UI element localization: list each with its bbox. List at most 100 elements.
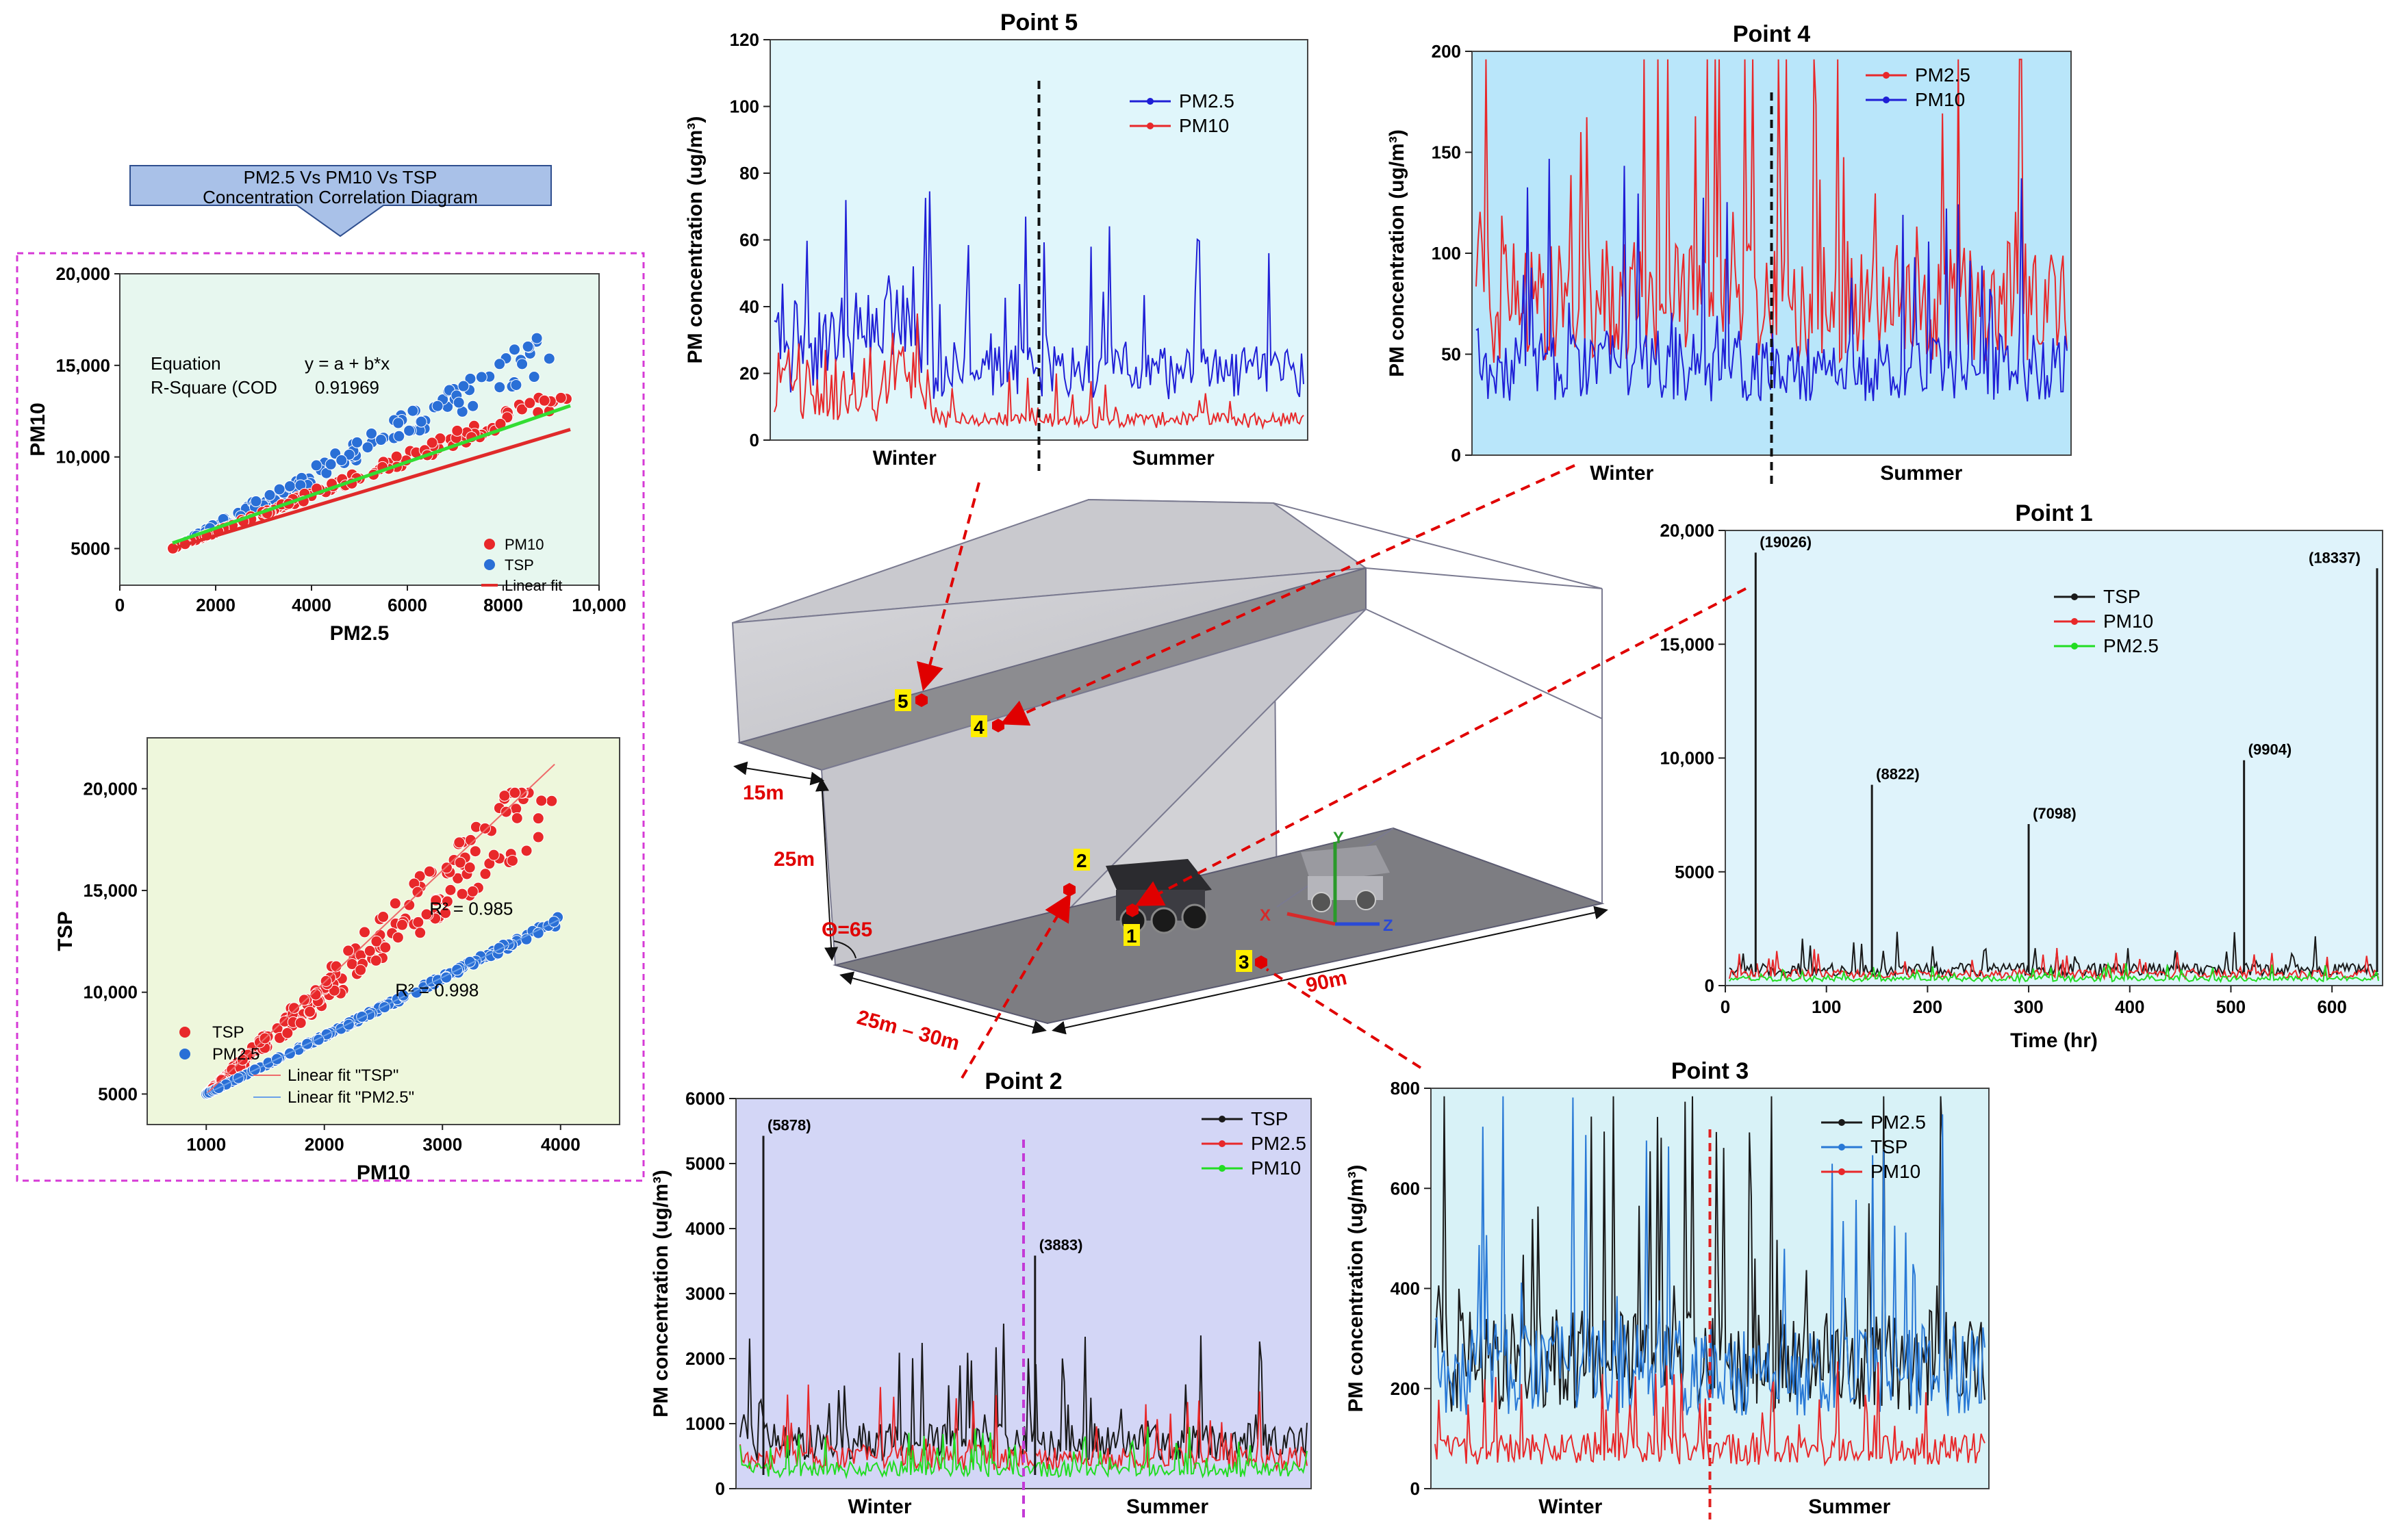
scatter-point	[532, 831, 544, 843]
chart-title: Point 4	[1733, 21, 1810, 47]
x-tick-label: 1000	[186, 1134, 226, 1155]
legend-label: PM10	[2103, 611, 2153, 632]
scatter-point	[411, 886, 424, 898]
legend-label: TSP	[212, 1023, 244, 1042]
r2-label-pm25: R² = 0.998	[395, 980, 479, 1001]
legend-marker	[179, 1027, 190, 1038]
x-tick-label: 2000	[305, 1134, 344, 1155]
svg-text:3: 3	[1239, 951, 1249, 973]
scatter-point	[456, 888, 468, 900]
annotation-label: (8822)	[1876, 766, 1920, 783]
scatter-point	[464, 834, 477, 846]
legend-label: PM2.5	[1870, 1112, 1926, 1133]
x-category-winter: Winter	[848, 1496, 911, 1518]
scatter-point	[451, 424, 464, 437]
scatter-point	[498, 790, 511, 802]
x-category-summer: Summer	[1808, 1496, 1890, 1518]
legend-label: TSP	[1251, 1108, 1288, 1129]
axis-x-label: X	[1260, 906, 1271, 925]
scatter-point	[393, 430, 405, 442]
scatter-point	[351, 436, 364, 448]
scatter-point	[415, 415, 427, 428]
scatter-point	[469, 845, 481, 858]
scatter-point	[403, 899, 416, 911]
scatter-point	[509, 786, 521, 799]
scatter-point	[538, 394, 550, 407]
equation-value: y = a + b*x	[305, 353, 390, 374]
scatter-point	[508, 344, 520, 356]
annotation-label: (5878)	[767, 1117, 811, 1134]
y-tick-label: 0	[715, 1478, 725, 1499]
series-line-pm25	[1729, 961, 2379, 984]
x-tick-label: 10,000	[572, 595, 626, 615]
y-tick-label: 5000	[685, 1153, 725, 1174]
legend-label: PM2.5	[212, 1045, 259, 1064]
measuring-point-3: 3	[1236, 950, 1267, 973]
legend-label: TSP	[505, 556, 534, 574]
y-tick-label: 0	[1451, 445, 1461, 465]
scatter-point	[444, 884, 457, 896]
scatter-point	[359, 926, 371, 938]
legend-marker	[1838, 1144, 1845, 1151]
legend-marker	[484, 539, 495, 550]
legend-label: PM10	[1179, 115, 1229, 136]
scatter-point	[310, 459, 322, 472]
chart-title: Point 3	[1671, 1058, 1749, 1084]
scatter-point	[412, 916, 424, 928]
x-category-summer: Summer	[1132, 447, 1215, 470]
y-tick-label: 6000	[685, 1088, 725, 1109]
dimension-15m: 15m	[743, 782, 784, 804]
scatter-point	[494, 358, 506, 370]
scatter-point	[325, 458, 337, 470]
scatter-point	[414, 927, 427, 939]
y-axis-label: PM10	[27, 402, 49, 456]
scatter-point	[535, 795, 548, 807]
x-tick-label: 300	[2014, 997, 2043, 1017]
fit-line-pm10	[172, 428, 571, 550]
scatter-point	[510, 378, 522, 391]
y-axis-label: PM concentration (ug/m³)	[650, 1170, 672, 1417]
plot-area	[1725, 530, 2383, 986]
dimension-25m: 25m	[774, 848, 815, 871]
y-tick-label: 100	[1432, 243, 1461, 264]
scatter-point	[494, 381, 506, 394]
scatter-point	[304, 1005, 316, 1018]
fit-line-tsp	[205, 763, 555, 1095]
scatter-point	[441, 895, 453, 908]
legend-marker	[1219, 1116, 1226, 1122]
y-axis-label: PM concentration (ug/m³)	[1386, 129, 1408, 377]
x-tick-label: 8000	[483, 595, 523, 615]
scatter-point	[464, 862, 476, 874]
measuring-point-4: 4	[971, 715, 1004, 738]
y-axis-label: TSP	[54, 911, 77, 951]
haul-truck-icon	[1106, 859, 1212, 934]
y-tick-label: 10,000	[55, 447, 110, 467]
scatter-point	[250, 495, 262, 507]
scatter-point	[516, 403, 528, 415]
scatter-point	[555, 392, 567, 404]
x-tick-label: 4000	[292, 595, 331, 615]
fit-line-tsp	[172, 404, 571, 545]
scatter-point	[522, 340, 534, 352]
x-category-winter: Winter	[873, 447, 937, 470]
annotation-label: (9904)	[2248, 741, 2292, 758]
scatter-point	[298, 994, 310, 1006]
scatter-chart-tsp-vs-pm10: 5000 10,000 15,000 20,000 1000 2000 3000 4000 PM…	[54, 737, 620, 1184]
measuring-point-5: 5	[895, 689, 928, 712]
y-tick-label: 50	[1441, 344, 1461, 365]
scatter-point	[440, 907, 452, 919]
legend-marker	[2071, 618, 2078, 625]
scatter-point	[467, 400, 479, 412]
y-tick-label: 0	[1705, 975, 1714, 996]
scatter-point	[264, 489, 276, 501]
dimension-90m: 90m	[1304, 966, 1349, 997]
scatter-point	[430, 894, 442, 906]
scatter-point	[531, 332, 543, 344]
y-tick-label: 40	[739, 296, 759, 317]
scatter-point	[532, 812, 544, 825]
scatter-point	[520, 845, 533, 857]
scatter-point	[453, 836, 466, 849]
y-tick-label: 10,000	[1660, 748, 1714, 769]
y-tick-label: 3000	[685, 1283, 725, 1304]
correlation-panel: PM2.5 Vs PM10 Vs TSP Concentration Corre…	[16, 165, 645, 1184]
